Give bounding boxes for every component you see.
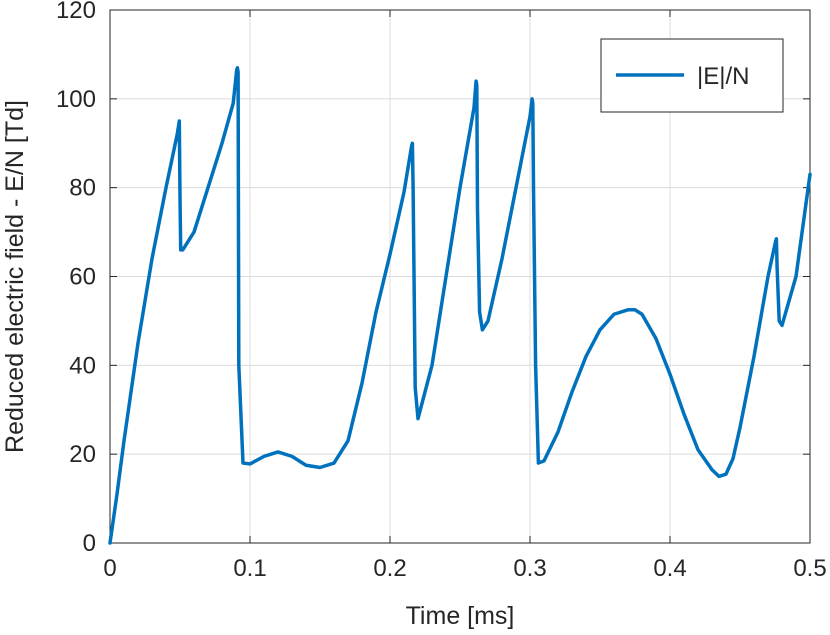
x-tick-label: 0.2 — [373, 555, 406, 582]
legend-label: |E|/N — [697, 63, 749, 90]
x-tick-label: 0.4 — [653, 555, 686, 582]
x-tick-label: 0.3 — [513, 555, 546, 582]
y-tick-label: 0 — [83, 530, 96, 557]
y-tick-label: 60 — [69, 264, 96, 291]
x-tick-label: 0 — [103, 555, 116, 582]
x-tick-label: 0.1 — [233, 555, 266, 582]
y-tick-label: 120 — [56, 0, 96, 24]
x-tick-label: 0.5 — [793, 555, 826, 582]
legend: |E|/N — [600, 38, 784, 113]
series-layer — [108, 65, 812, 545]
axis-ticks: 0 0.1 0.2 0.3 0.4 0.5 0 20 40 60 80 100 120 — [56, 0, 827, 582]
y-tick-label: 80 — [69, 175, 96, 202]
series-line — [108, 65, 812, 545]
y-tick-label: 100 — [56, 86, 96, 113]
x-axis-title: Time [ms] — [406, 602, 515, 630]
y-axis-title: Reduced electric field - E/N [Td] — [1, 100, 29, 453]
y-tick-label: 40 — [69, 352, 96, 379]
y-tick-label: 20 — [69, 441, 96, 468]
